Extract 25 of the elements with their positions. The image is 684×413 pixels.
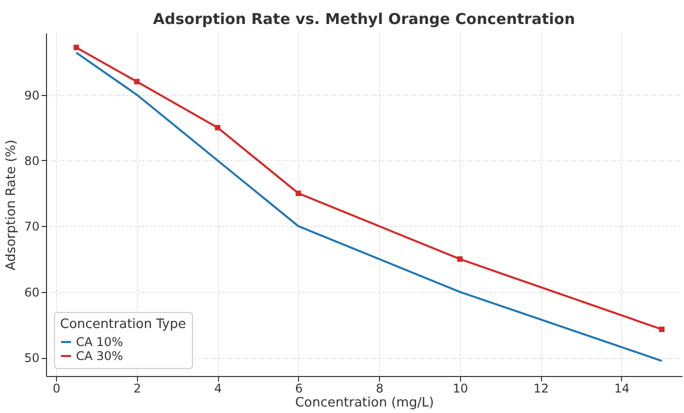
y-tick-label: 90 bbox=[24, 88, 40, 102]
x-tick-label: 12 bbox=[534, 382, 549, 396]
x-tick-label: 4 bbox=[214, 382, 222, 396]
point bbox=[134, 78, 140, 84]
point bbox=[296, 190, 302, 196]
y-tick-label: 80 bbox=[24, 154, 40, 168]
point bbox=[214, 124, 220, 130]
x-tick-label: 8 bbox=[376, 382, 384, 396]
point bbox=[659, 326, 665, 332]
chart-title: Adsorption Rate vs. Methyl Orange Concentration bbox=[153, 10, 575, 28]
x-tick-label: 10 bbox=[452, 382, 468, 396]
legend-label: CA 30% bbox=[76, 349, 124, 363]
point bbox=[74, 44, 80, 50]
y-axis-title: Adsorption Rate (%) bbox=[4, 140, 20, 270]
y-tick-label: 70 bbox=[24, 220, 40, 234]
x-tick-label: 2 bbox=[134, 382, 142, 396]
legend-title: Concentration Type bbox=[60, 317, 186, 332]
point bbox=[457, 256, 463, 262]
y-tick-label: 50 bbox=[24, 351, 40, 366]
x-tick-label: 14 bbox=[614, 382, 630, 396]
x-tick-label: 6 bbox=[295, 382, 303, 396]
legend-label: CA 10% bbox=[76, 335, 124, 349]
x-tick-label: 0 bbox=[52, 382, 60, 396]
y-tick-label: 60 bbox=[24, 285, 40, 300]
x-axis-title: Concentration (mg/L) bbox=[295, 396, 434, 410]
